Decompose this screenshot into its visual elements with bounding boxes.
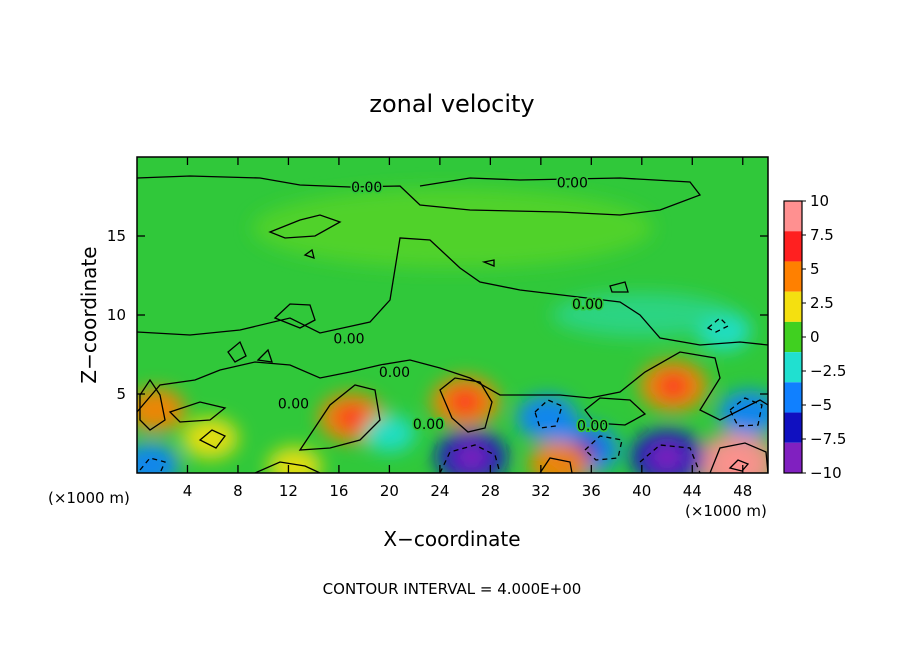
y-tick-label: 15	[107, 227, 126, 245]
colorbar-label: 5	[810, 260, 820, 278]
contour-line	[268, 214, 342, 239]
contour-line	[198, 429, 227, 449]
colorbar-swatch	[784, 352, 802, 383]
colorbar-label: 2.5	[810, 294, 834, 312]
field-feature	[551, 293, 732, 337]
x-tick-label: 32	[531, 482, 550, 500]
contour-line	[168, 401, 227, 423]
x-tick-label: 16	[329, 482, 348, 500]
x-unit-label: (×1000 m)	[685, 502, 767, 520]
colorbar-swatch	[784, 231, 802, 262]
field-feature	[137, 388, 186, 432]
colorbar-swatch	[784, 412, 802, 443]
x-axis-label: X−coordinate	[383, 527, 520, 551]
y-unit-label: (×1000 m)	[48, 489, 130, 507]
colorbar-swatch	[784, 321, 802, 353]
field-feature-core	[658, 374, 689, 398]
contour-label: 0.00	[577, 419, 608, 435]
contour-label: 0.00	[333, 332, 364, 348]
contour-line	[227, 340, 247, 363]
contour-label: 0.00	[379, 365, 410, 381]
contour-label: 0.00	[572, 297, 603, 313]
contour-line	[303, 248, 315, 259]
zero-contours	[137, 175, 768, 473]
x-tick-label: 44	[683, 482, 702, 500]
colorbar-label: −5	[810, 396, 832, 414]
plot-area: 0.00 0.00 0.00 0.00 0.00 0.00 0.00 0.00	[137, 157, 768, 473]
contour-label: 0.00	[557, 175, 588, 191]
colorbar-swatch	[784, 442, 802, 473]
x-tick-label: 48	[733, 482, 752, 500]
x-tick-label: 12	[279, 482, 298, 500]
contour-line	[298, 384, 381, 451]
contour-line	[706, 317, 730, 333]
contour-line	[728, 459, 750, 472]
contour-line	[481, 259, 495, 267]
field-feature	[252, 188, 653, 269]
contour-line	[639, 444, 701, 473]
field-feature-core	[650, 444, 684, 470]
field-feature-core	[336, 406, 367, 429]
contour-line	[139, 457, 166, 473]
contour-line	[534, 399, 563, 429]
colorbar-label: 7.5	[810, 226, 834, 244]
contour-line	[137, 351, 768, 421]
field-feature	[182, 417, 239, 460]
colorbar: 10 7.5 5 2.5 0 −2.5 −5 −7.5 −10	[783, 192, 846, 482]
y-tick-label: 5	[116, 385, 126, 403]
field-feature	[516, 394, 578, 441]
field-feature	[137, 443, 179, 473]
contour-line	[584, 435, 623, 461]
x-tick-label: 28	[481, 482, 500, 500]
contour-line	[584, 397, 647, 426]
contour-line	[139, 378, 166, 431]
contour-line	[254, 461, 321, 473]
colorbar-swatch	[784, 201, 802, 232]
contour-line	[709, 442, 768, 473]
chart-title: zonal velocity	[369, 90, 534, 118]
y-axis-label: Z−coordinate	[77, 246, 101, 383]
x-tick-label: 40	[632, 482, 651, 500]
field-feature	[718, 390, 768, 436]
colorbar-label: −7.5	[810, 430, 846, 448]
contour-label: 0.00	[278, 396, 309, 412]
colorbar-label: −10	[810, 464, 842, 482]
colorbar-swatch	[784, 382, 802, 413]
x-tick-label: 20	[380, 482, 399, 500]
field-feature	[529, 440, 591, 473]
x-tick-label: 24	[430, 482, 449, 500]
colorbar-label: −2.5	[810, 362, 846, 380]
contour-label: 0.00	[413, 417, 444, 433]
colorbar-swatch	[784, 291, 802, 322]
field-feature	[363, 414, 416, 453]
contour-line	[729, 397, 763, 427]
y-tick-label: 10	[107, 306, 126, 324]
x-tick-label: 36	[582, 482, 601, 500]
contour-line	[439, 444, 501, 473]
contour-line	[256, 348, 273, 363]
colorbar-label: 0	[810, 328, 820, 346]
colorbar-swatch	[784, 261, 802, 292]
contour-line	[137, 237, 768, 346]
contour-line	[273, 303, 316, 329]
x-tick-label: 4	[183, 482, 193, 500]
contour-interval-note: CONTOUR INTERVAL = 4.000E+00	[323, 580, 582, 598]
contour-line	[137, 175, 702, 216]
field-feature-core	[449, 390, 481, 414]
contour-label: 0.00	[351, 180, 382, 196]
field-feature	[267, 446, 322, 473]
x-tick-label: 8	[233, 482, 243, 500]
contour-line	[609, 281, 629, 293]
colorbar-label: 10	[810, 192, 829, 210]
contour-line	[439, 377, 493, 433]
field-feature-core	[455, 444, 488, 470]
contour-line	[539, 457, 573, 473]
